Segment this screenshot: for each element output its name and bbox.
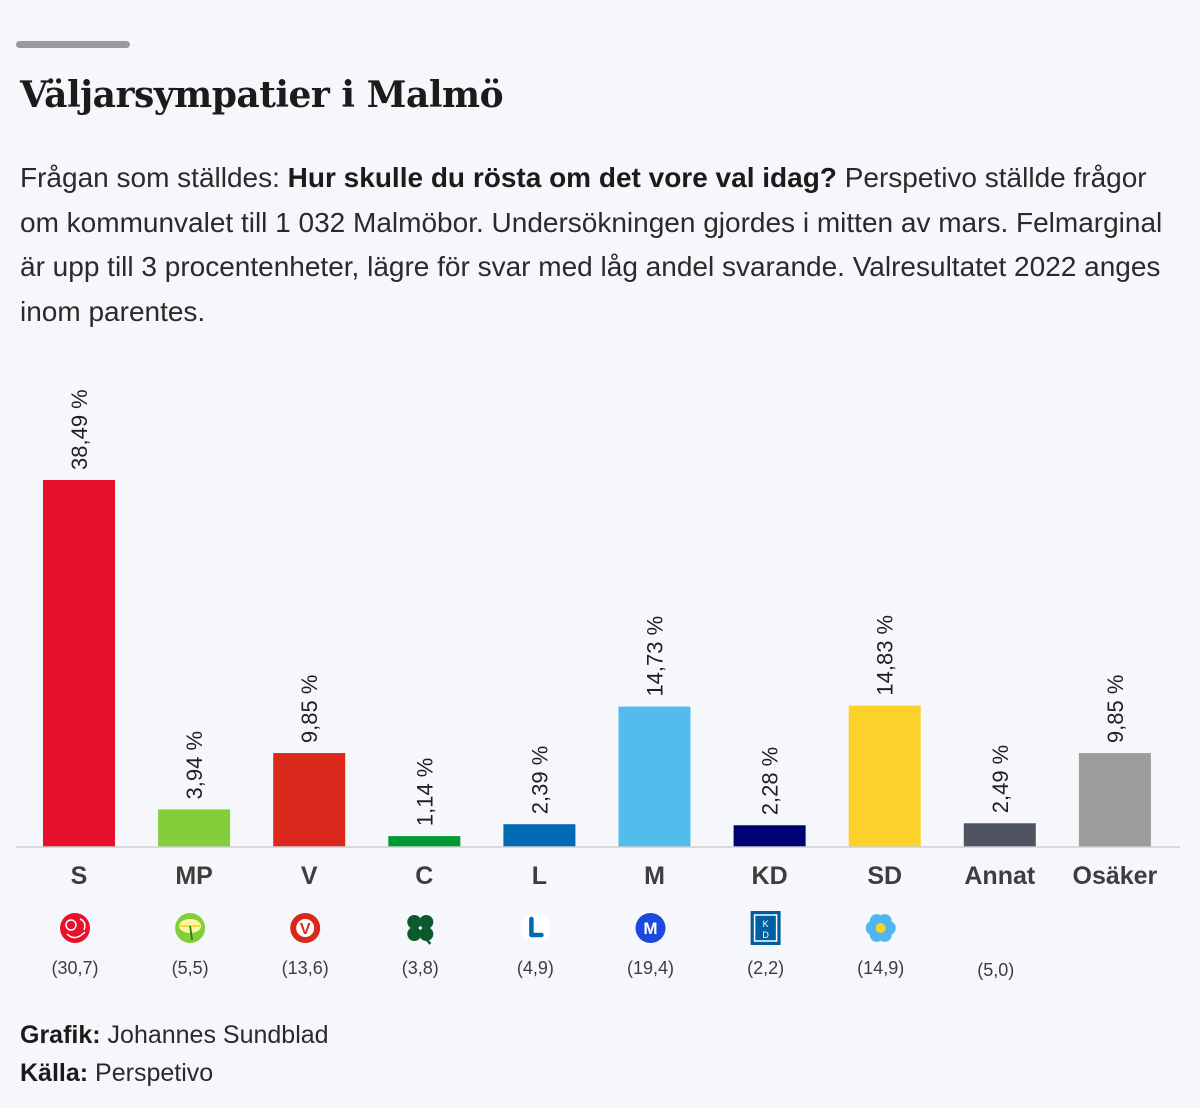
intro-prefix: Frågan som ställdes:	[20, 162, 288, 193]
value-label-sd: 14,83 %	[873, 615, 898, 696]
bar-mp	[158, 809, 231, 847]
previous-result-m: (19,4)	[627, 958, 674, 978]
previous-result-s: (30,7)	[51, 958, 98, 978]
chart-title: Väljarsympatier i Malmö	[20, 74, 504, 116]
tick-label-l: L	[532, 862, 547, 890]
tick-label-annat: Annat	[964, 862, 1036, 890]
previous-result-sd: (14,9)	[857, 958, 904, 978]
intro-question: Hur skulle du rösta om det vore val idag…	[287, 162, 837, 193]
intro-body: Perspetivo ställde frågor om kommunvalet…	[20, 162, 1163, 327]
svg-text:M: M	[643, 919, 657, 938]
bar-s	[43, 480, 115, 847]
previous-result-l: (4,9)	[517, 958, 554, 978]
bar-annat	[963, 823, 1036, 847]
v-star-icon: V	[290, 913, 321, 943]
tick-label-c: C	[415, 862, 433, 890]
c-clover-icon	[407, 915, 434, 945]
value-label-s: 38,49 %	[67, 389, 92, 470]
value-label-v: 9,85 %	[297, 675, 322, 744]
intro-text: Frågan som ställdes: Hur skulle du rösta…	[20, 156, 1180, 334]
bar-kd	[733, 825, 806, 847]
tick-label-s: S	[71, 862, 88, 890]
bar-l	[503, 824, 576, 847]
tick-label-kd: KD	[752, 862, 788, 890]
l-letter-icon	[520, 913, 551, 943]
svg-text:V: V	[300, 921, 311, 938]
credit-graphics-value: Johannes Sundblad	[100, 1021, 329, 1049]
kd-box-icon: KD	[750, 911, 781, 945]
credit-source: Källa: Perspetivo	[20, 1054, 329, 1092]
tick-label-os-ker: Osäker	[1073, 862, 1158, 890]
credits: Grafik: Johannes Sundblad Källa: Perspet…	[20, 1016, 329, 1092]
bar-chart: 38,49 % S (30,7) 3,94 % MP (5,5) 9,85 % V (13,6)…	[16, 389, 1180, 980]
tick-label-v: V	[301, 862, 318, 890]
bar-v	[273, 753, 346, 847]
svg-text:D: D	[762, 930, 769, 940]
bar-c	[388, 836, 461, 847]
value-label-os-ker: 9,85 %	[1103, 675, 1128, 744]
previous-result-kd: (2,2)	[747, 958, 784, 978]
value-label-annat: 2,49 %	[988, 745, 1013, 814]
value-label-c: 1,14 %	[412, 758, 437, 827]
credit-source-label: Källa:	[20, 1059, 89, 1087]
m-moderaterna-icon: M	[635, 913, 666, 943]
previous-result-mp: (5,5)	[172, 958, 209, 978]
tick-label-sd: SD	[867, 862, 902, 890]
previous-result-c: (3,8)	[402, 958, 439, 978]
tick-label-m: M	[644, 862, 665, 890]
bar-m	[618, 706, 691, 847]
bar-os-ker	[1078, 753, 1151, 847]
value-label-l: 2,39 %	[527, 746, 552, 815]
previous-result-annat: (5,0)	[977, 960, 1014, 980]
value-label-mp: 3,94 %	[182, 731, 207, 800]
bar-sd	[848, 705, 921, 847]
mp-dandelion-icon	[175, 913, 206, 943]
credit-source-value: Perspetivo	[88, 1059, 214, 1087]
top-rule	[16, 41, 130, 48]
svg-text:K: K	[763, 919, 769, 929]
s-rose-icon	[60, 913, 90, 943]
value-label-kd: 2,28 %	[758, 747, 783, 816]
credit-graphics: Grafik: Johannes Sundblad	[20, 1016, 329, 1054]
previous-result-v: (13,6)	[282, 958, 329, 978]
value-label-m: 14,73 %	[643, 616, 668, 697]
tick-label-mp: MP	[175, 862, 213, 890]
sd-flower-icon	[865, 914, 896, 942]
credit-graphics-label: Grafik:	[20, 1021, 101, 1049]
